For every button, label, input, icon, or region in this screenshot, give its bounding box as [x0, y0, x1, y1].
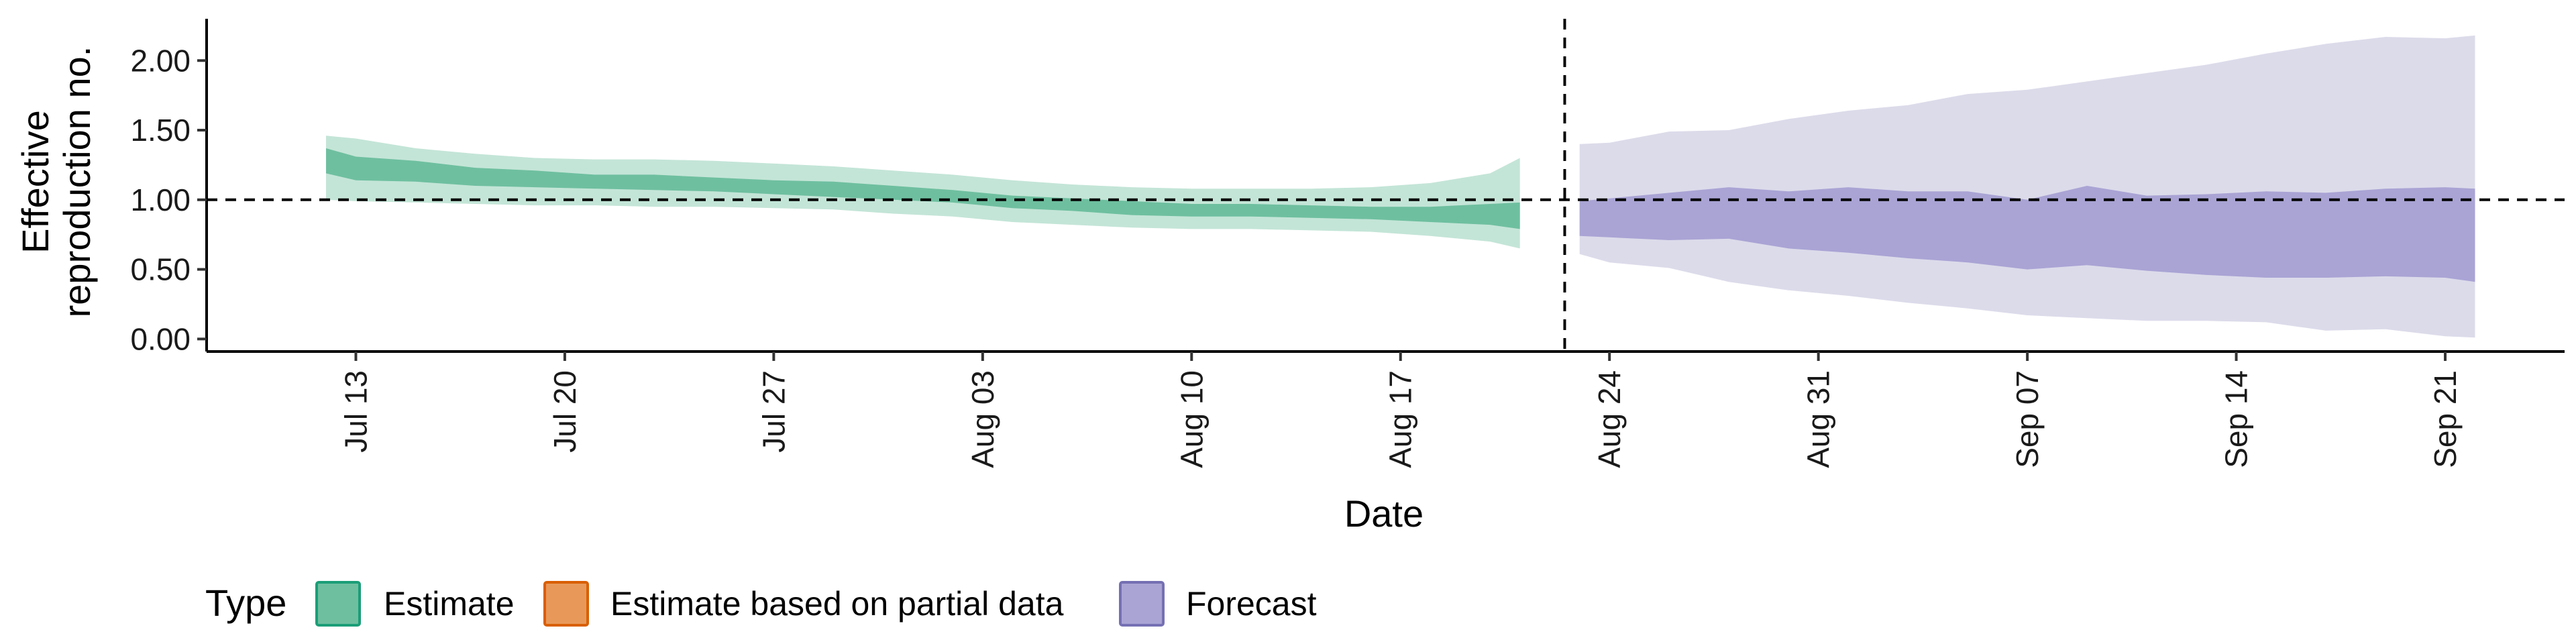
- y-tick-label: 2.00: [130, 43, 191, 78]
- uncertainty-bands: [326, 35, 2475, 338]
- x-axis-title: Date: [1344, 492, 1424, 535]
- x-tick-label: Jul 20: [547, 370, 582, 453]
- x-tick-label: Jul 27: [756, 370, 791, 453]
- x-tick-label: Aug 10: [1174, 370, 1209, 468]
- x-tick-label: Aug 03: [965, 370, 1000, 468]
- legend-key-forecast: [1119, 581, 1165, 627]
- x-tick-label: Aug 24: [1592, 370, 1627, 468]
- legend-label-forecast: Forecast: [1186, 585, 1317, 623]
- y-axis-title-line-2: reproduction no.: [56, 46, 98, 318]
- y-tick-label: 0.50: [130, 252, 191, 287]
- x-tick-label: Sep 14: [2219, 370, 2254, 468]
- x-tick-label: Aug 31: [1801, 370, 1836, 468]
- y-axis-title: Effective reproduction no.: [14, 46, 98, 318]
- legend-key-partial: [543, 581, 589, 627]
- x-tick-label: Sep 21: [2428, 370, 2463, 468]
- legend: Type Estimate Estimate based on partial …: [205, 581, 1317, 627]
- x-tick-label: Aug 17: [1383, 370, 1418, 468]
- legend-title: Type: [205, 582, 286, 624]
- y-tick-label: 1.50: [130, 113, 191, 148]
- legend-key-estimate: [315, 581, 361, 627]
- legend-label-partial: Estimate based on partial data: [610, 585, 1064, 623]
- y-tick-label: 0.00: [130, 321, 191, 356]
- estimate-band-50: [326, 148, 1520, 229]
- x-tick-label: Jul 13: [339, 370, 374, 453]
- y-tick-label: 1.00: [130, 182, 191, 217]
- y-axis-title-line-1: Effective: [14, 110, 56, 254]
- forecast-band-90: [1579, 35, 2475, 338]
- x-tick-label: Sep 07: [2010, 370, 2045, 468]
- tick-labels: 0.00 0.50 1.00 1.50 2.00 Jul 13 Jul 20 Jul 27 Au…: [130, 43, 2463, 468]
- axes: [205, 19, 2565, 353]
- forecast-band-50: [1579, 186, 2475, 282]
- legend-label-estimate: Estimate: [384, 585, 515, 623]
